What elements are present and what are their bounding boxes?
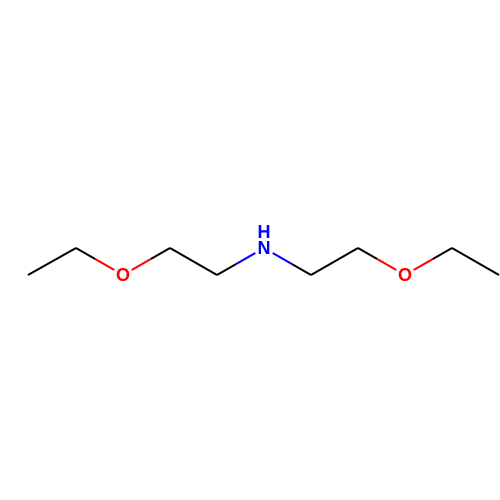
bond-segment — [217, 264, 236, 275]
atom-label-o: O — [116, 265, 130, 285]
bond-segment — [170, 248, 194, 262]
bond-segment — [76, 248, 95, 259]
bond-segment — [52, 248, 76, 262]
bond-segment — [292, 264, 311, 275]
bond-segment — [377, 259, 396, 270]
atom-label-o: O — [398, 265, 412, 285]
bond-segment — [414, 259, 433, 270]
bond-segment — [132, 259, 151, 270]
bond-segment — [358, 248, 377, 259]
atom-label-h: H — [258, 222, 271, 242]
molecule-diagram: ONHO — [0, 0, 500, 500]
bond-segment — [194, 262, 218, 276]
bond-segment — [433, 248, 452, 259]
bond-segment — [452, 248, 476, 262]
bond-segment — [151, 248, 170, 259]
bond-segment — [28, 262, 52, 276]
bond-segment — [236, 253, 255, 264]
bond-segment — [476, 262, 500, 276]
bond-segment — [335, 248, 359, 262]
bond-segment — [311, 262, 335, 276]
bond-segment — [95, 259, 114, 270]
bond-segment — [273, 253, 292, 264]
